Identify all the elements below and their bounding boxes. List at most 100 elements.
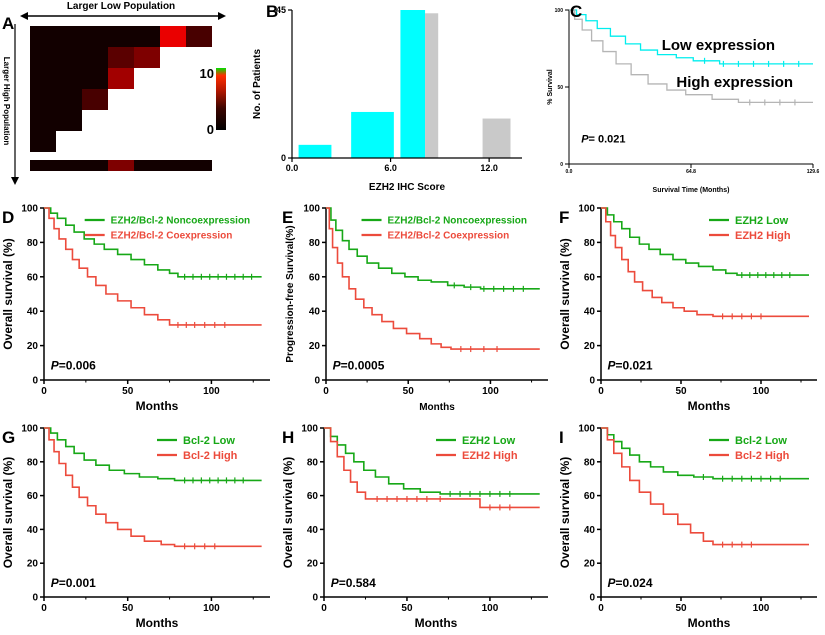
svg-text:Bcl-2 Low: Bcl-2 Low — [735, 435, 787, 447]
panel-a: A Larger Low Population Larger High Popul… — [0, 0, 240, 198]
svg-text:50: 50 — [557, 85, 563, 91]
svg-text:P=0.021: P=0.021 — [607, 359, 652, 373]
panel-b-histogram: 0 45 0.0 6.0 12.0 No. of Patients EZH2 IHC Sco… — [248, 0, 538, 198]
svg-text:100: 100 — [203, 603, 220, 614]
panel-c-km-chart: 0 50 100 0.0 64.8 129.6 % Survival Survival Tim… — [542, 0, 825, 198]
svg-text:100: 100 — [21, 424, 38, 435]
svg-text:80: 80 — [584, 238, 596, 249]
panel-f-km-chart: 0 20 40 60 80 100 0 50 100 Overall survival (%) Mo… — [557, 200, 825, 418]
panel-d-km-chart: 0 20 40 60 80 100 0 50 100 Overall survival (%) Mo… — [0, 200, 278, 418]
panel-b: B 0 45 0.0 6.0 12.0 No. of Patients EZH2 IHC S… — [248, 0, 538, 198]
svg-text:50: 50 — [675, 603, 687, 614]
svg-text:100: 100 — [753, 386, 770, 397]
svg-text:Months: Months — [415, 616, 458, 630]
svg-text:EZH2 Low: EZH2 Low — [462, 435, 516, 447]
panel-g-km-chart: 0 20 40 60 80 100 0 50 100 Overall survival (%) Mo… — [0, 420, 278, 635]
svg-text:Overall survival (%): Overall survival (%) — [558, 457, 572, 568]
svg-text:100: 100 — [301, 424, 318, 435]
svg-text:80: 80 — [27, 238, 39, 249]
svg-text:20: 20 — [584, 559, 596, 570]
svg-text:Survival Time (Months): Survival Time (Months) — [653, 187, 730, 194]
svg-text:100: 100 — [753, 603, 770, 614]
panel-i: I 0 20 40 60 80 100 0 50 100 Overall survival (%)… — [557, 420, 825, 635]
svg-text:P=0.001: P=0.001 — [51, 576, 96, 590]
panel-h-km-chart: 0 20 40 60 80 100 0 50 100 Overall survival (%) Mo… — [280, 420, 556, 635]
panel-i-label: I — [559, 428, 564, 447]
svg-text:40: 40 — [309, 307, 321, 318]
svg-text:0: 0 — [281, 153, 286, 163]
svg-text:50: 50 — [401, 603, 413, 614]
svg-text:20: 20 — [309, 341, 321, 352]
svg-text:Overall survival (%): Overall survival (%) — [1, 238, 15, 349]
svg-text:50: 50 — [122, 386, 134, 397]
svg-text:100: 100 — [578, 204, 595, 215]
svg-text:40: 40 — [27, 525, 39, 536]
svg-text:0.0: 0.0 — [566, 169, 573, 175]
svg-text:0.0: 0.0 — [286, 163, 299, 173]
svg-text:0: 0 — [589, 593, 595, 604]
panel-e-label: E — [282, 208, 294, 227]
svg-text:Bcl-2 Low: Bcl-2 Low — [183, 435, 235, 447]
svg-text:Larger High Population: Larger High Population — [2, 57, 11, 146]
svg-text:0: 0 — [32, 593, 38, 604]
svg-text:100: 100 — [203, 386, 220, 397]
svg-text:60: 60 — [27, 272, 39, 283]
svg-text:Months: Months — [688, 616, 731, 630]
svg-text:80: 80 — [27, 457, 39, 468]
svg-text:100: 100 — [21, 204, 38, 215]
svg-text:No. of Patients: No. of Patients — [252, 49, 263, 119]
svg-text:0: 0 — [598, 603, 604, 614]
svg-text:20: 20 — [27, 559, 39, 570]
panel-h: H 0 20 40 60 80 100 0 50 100 Overall survival (%)… — [280, 420, 556, 635]
svg-text:EZH2 High: EZH2 High — [735, 230, 791, 242]
panel-d-label: D — [2, 208, 15, 227]
svg-text:EZH2/Bcl-2 Coexpression: EZH2/Bcl-2 Coexpression — [388, 231, 510, 242]
svg-text:Bcl-2 High: Bcl-2 High — [183, 450, 238, 462]
svg-text:0: 0 — [314, 376, 320, 387]
svg-text:80: 80 — [584, 457, 596, 468]
svg-text:P=0.006: P=0.006 — [51, 359, 96, 373]
svg-text:High expression: High expression — [676, 74, 793, 91]
svg-text:EZH2/Bcl-2 Noncoexpression: EZH2/Bcl-2 Noncoexpression — [388, 216, 527, 227]
svg-text:0: 0 — [41, 603, 47, 614]
svg-text:100: 100 — [482, 386, 499, 397]
svg-text:0: 0 — [207, 122, 214, 137]
svg-text:0: 0 — [41, 386, 47, 397]
svg-text:40: 40 — [584, 307, 596, 318]
svg-text:20: 20 — [27, 341, 39, 352]
svg-text:50: 50 — [122, 603, 134, 614]
svg-text:50: 50 — [403, 386, 415, 397]
svg-text:129.6: 129.6 — [807, 169, 820, 175]
svg-text:100: 100 — [578, 424, 595, 435]
svg-text:100: 100 — [482, 603, 499, 614]
panel-f: F 0 20 40 60 80 100 0 50 100 Overall survival (%)… — [557, 200, 825, 418]
svg-text:0: 0 — [589, 376, 595, 387]
panel-d: D 0 20 40 60 80 100 0 50 100 Overall survival (%)… — [0, 200, 278, 418]
panel-h-label: H — [282, 428, 295, 447]
svg-text:100: 100 — [555, 8, 564, 14]
svg-text:Months: Months — [136, 616, 179, 630]
svg-text:Larger Low Population: Larger Low Population — [67, 1, 175, 12]
panel-g: G 0 20 40 60 80 100 0 50 100 Overall survival (%)… — [0, 420, 278, 635]
panel-a-label: A — [2, 14, 15, 33]
svg-text:0: 0 — [321, 603, 327, 614]
svg-text:EZH2 High: EZH2 High — [462, 450, 518, 462]
panel-e-km-chart: 0 20 40 60 80 100 0 50 100 Progression-free Survi… — [280, 200, 556, 418]
svg-text:40: 40 — [27, 307, 39, 318]
svg-text:60: 60 — [584, 272, 596, 283]
svg-text:Overall survival (%): Overall survival (%) — [281, 457, 295, 568]
svg-text:0: 0 — [323, 386, 329, 397]
svg-text:40: 40 — [307, 525, 319, 536]
svg-text:0: 0 — [560, 162, 563, 168]
svg-text:60: 60 — [584, 491, 596, 502]
panel-c: C 0 50 100 0.0 64.8 129.6 % Survival Survival T… — [542, 0, 825, 198]
svg-text:20: 20 — [307, 559, 319, 570]
svg-text:P=0.584: P=0.584 — [331, 576, 376, 590]
svg-text:45: 45 — [276, 5, 286, 15]
panel-c-label: C — [570, 2, 583, 21]
svg-text:Months: Months — [419, 402, 455, 413]
svg-text:10: 10 — [200, 66, 214, 81]
svg-text:80: 80 — [309, 238, 321, 249]
svg-text:EZH2 IHC Score: EZH2 IHC Score — [369, 182, 446, 193]
svg-text:80: 80 — [307, 457, 319, 468]
